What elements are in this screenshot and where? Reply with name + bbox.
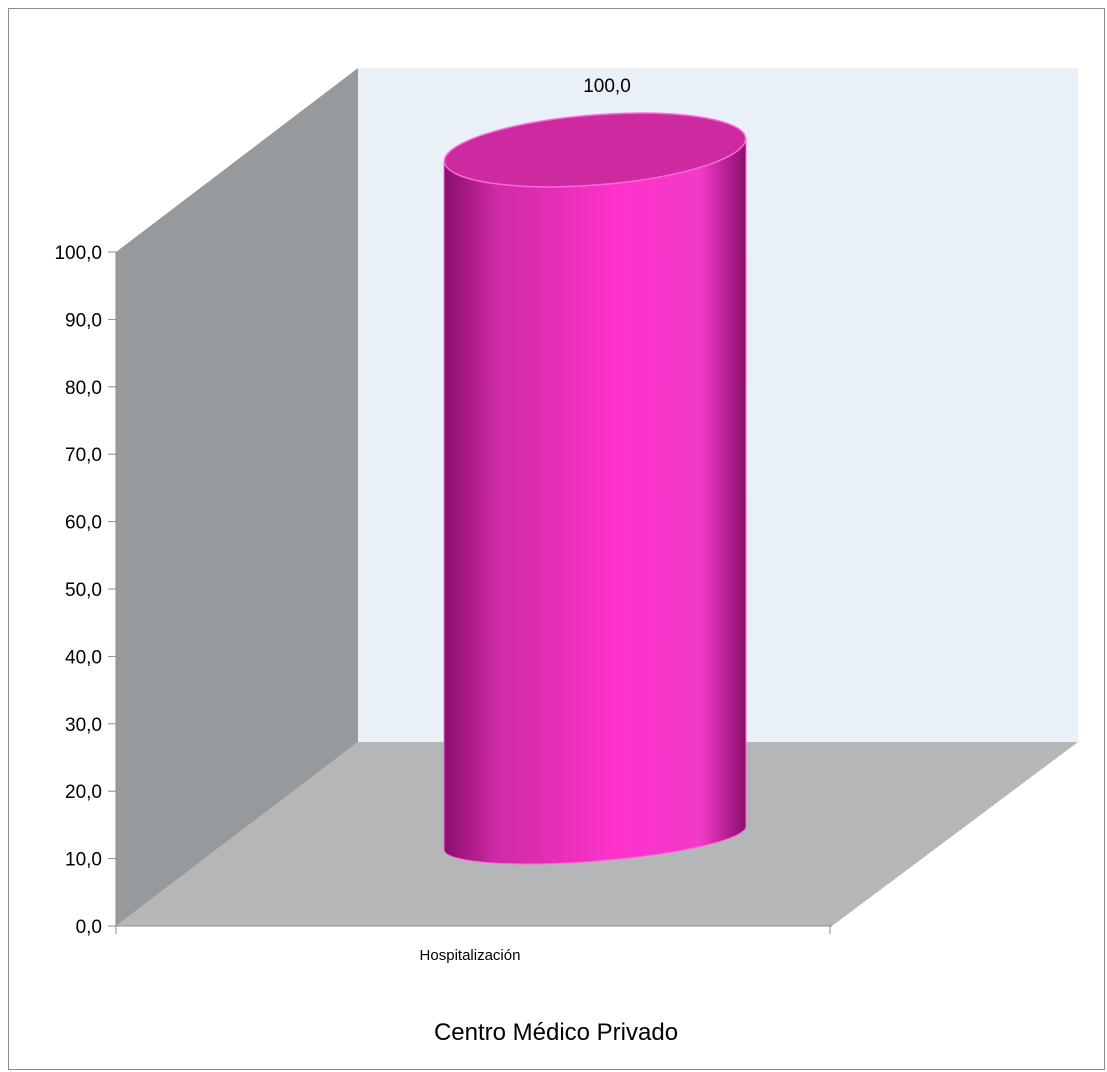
y-tick-label: 40,0 [65,647,102,668]
y-tick-label: 10,0 [65,850,102,871]
y-tick-label: 30,0 [65,715,102,736]
bars [443,112,747,865]
y-axis-ticks: 0,0 10,0 20,0 30,0 40,0 50,0 60,0 70,0 80,0 90,0 1… [54,243,116,938]
y-tick-label: 70,0 [65,445,102,466]
y-tick-label: 80,0 [65,378,102,399]
y-tick-label: 100,0 [54,243,102,264]
y-tick-label: 0,0 [76,917,102,938]
data-label: 100,0 [583,76,631,97]
category-label: Hospitalización [420,947,521,964]
bar-cylinder-body [443,137,747,865]
y-tick-label: 50,0 [65,580,102,601]
y-tick-label: 60,0 [65,513,102,534]
y-tick-label: 90,0 [65,310,102,331]
bar-cylinder-top [443,112,747,188]
chart-title: Centro Médico Privado [434,1019,678,1046]
side-wall [116,68,358,926]
y-tick-label: 20,0 [65,782,102,803]
